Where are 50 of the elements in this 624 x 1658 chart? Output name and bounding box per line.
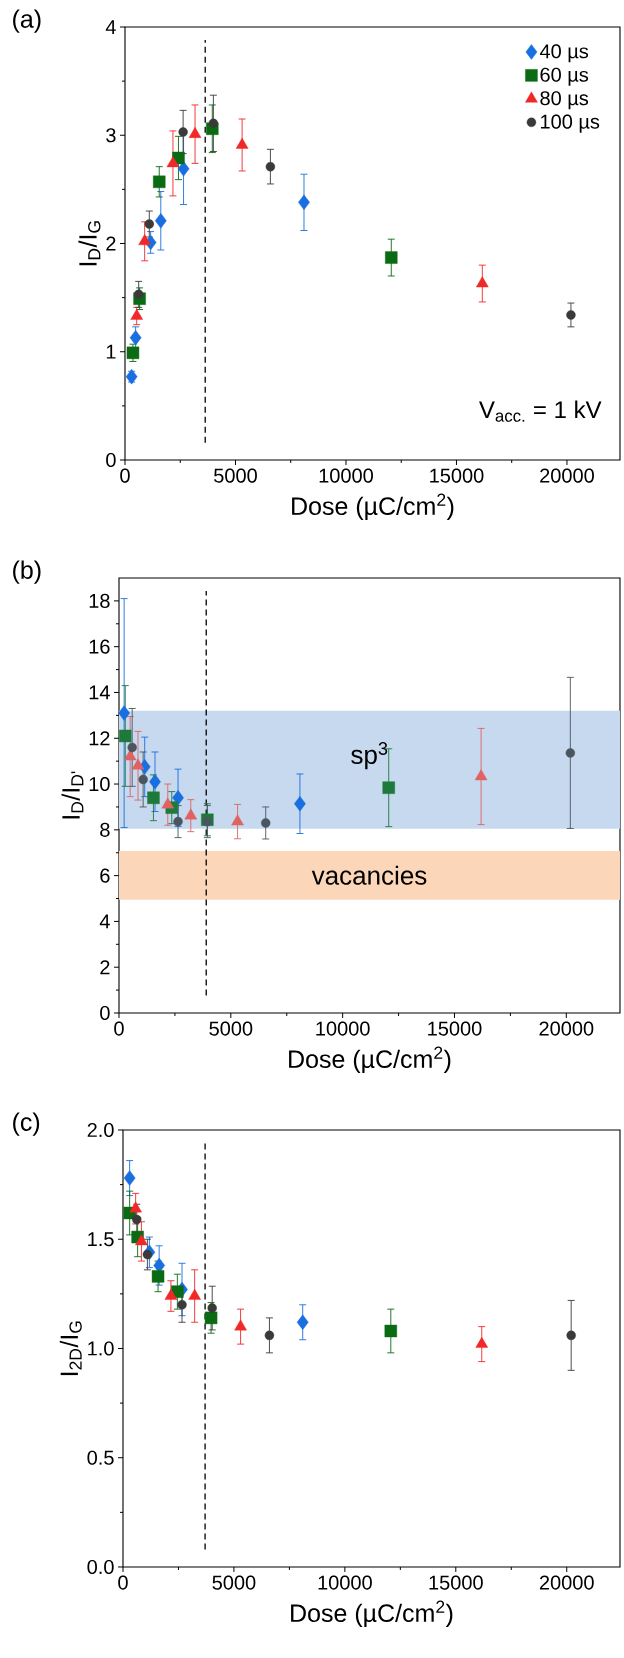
x-axis-title: Dose (µC/cm$^{2}$) xyxy=(292,493,454,520)
y-tick-label: 2.0 xyxy=(87,1122,114,1138)
y-tick-label: 0.0 xyxy=(87,1559,114,1575)
y-tick-label: 1.0 xyxy=(88,1341,114,1356)
y-tick-label: 1 xyxy=(106,344,116,359)
chart-title: (c) xyxy=(13,1112,40,1136)
y-tick-label: 1.5 xyxy=(88,1232,114,1247)
y-tick-label: 14 xyxy=(89,685,110,700)
y-tick-label: 4 xyxy=(99,914,110,929)
x-tick-label: 15000 xyxy=(430,468,484,483)
legend-label: 60 µs xyxy=(540,67,589,86)
y-tick-label: 2 xyxy=(106,236,116,251)
y-tick-label: 8 xyxy=(100,822,110,837)
y-axis-title: I$_{D}$/I$_{G}$ xyxy=(78,221,101,266)
legend-label: 40 µs xyxy=(539,44,589,63)
y-tick-label: 12 xyxy=(89,731,110,746)
x-tick-label: 15000 xyxy=(428,1021,482,1036)
x-tick-label: 20000 xyxy=(539,1021,594,1036)
x-tick-label: 20000 xyxy=(539,1575,594,1590)
x-tick-label: 10000 xyxy=(318,1575,372,1590)
x-tick-label: 10000 xyxy=(316,1021,370,1036)
y-tick-label: 0.5 xyxy=(87,1450,114,1465)
y-tick-label: 4 xyxy=(105,20,116,34)
band-label: sp$^{3}$ xyxy=(351,742,388,770)
y-tick-label: 0 xyxy=(106,452,116,468)
y-tick-label: 3 xyxy=(106,128,116,143)
y-tick-label: 18 xyxy=(89,593,110,608)
x-tick-label: 5000 xyxy=(209,1021,253,1036)
legend-label: 80 µs xyxy=(540,91,589,110)
legend-label: 100 µs xyxy=(541,114,600,133)
x-tick-label: 10000 xyxy=(319,468,373,483)
y-axis-title: I$_{D}$/I$_{D'}$ xyxy=(61,771,84,819)
x-tick-label: 5000 xyxy=(214,468,257,483)
y-tick-label: 2 xyxy=(100,960,110,975)
y-tick-label: 10 xyxy=(89,776,110,792)
x-tick-label: 20000 xyxy=(540,468,594,483)
annotation: V$_{acc.}$ = 1 kV xyxy=(479,400,602,422)
chart-title: (a) xyxy=(13,9,41,33)
x-tick-label: 5000 xyxy=(212,1575,256,1590)
y-tick-label: 6 xyxy=(100,868,110,883)
band-label: vacancies xyxy=(311,865,427,885)
chart-title: (b) xyxy=(13,560,41,584)
x-tick-label: 0 xyxy=(118,1575,128,1590)
x-axis-title: Dose (µC/cm$^{2}$) xyxy=(291,1600,453,1627)
y-tick-label: 0 xyxy=(100,1005,110,1021)
x-tick-label: 15000 xyxy=(429,1575,483,1590)
y-tick-label: 16 xyxy=(89,639,110,654)
x-axis-title: Dose (µC/cm$^{2}$) xyxy=(289,1046,451,1073)
y-axis-title: I$_{2D}$/I$_{G}$ xyxy=(59,1321,82,1376)
x-tick-label: 0 xyxy=(120,468,130,483)
